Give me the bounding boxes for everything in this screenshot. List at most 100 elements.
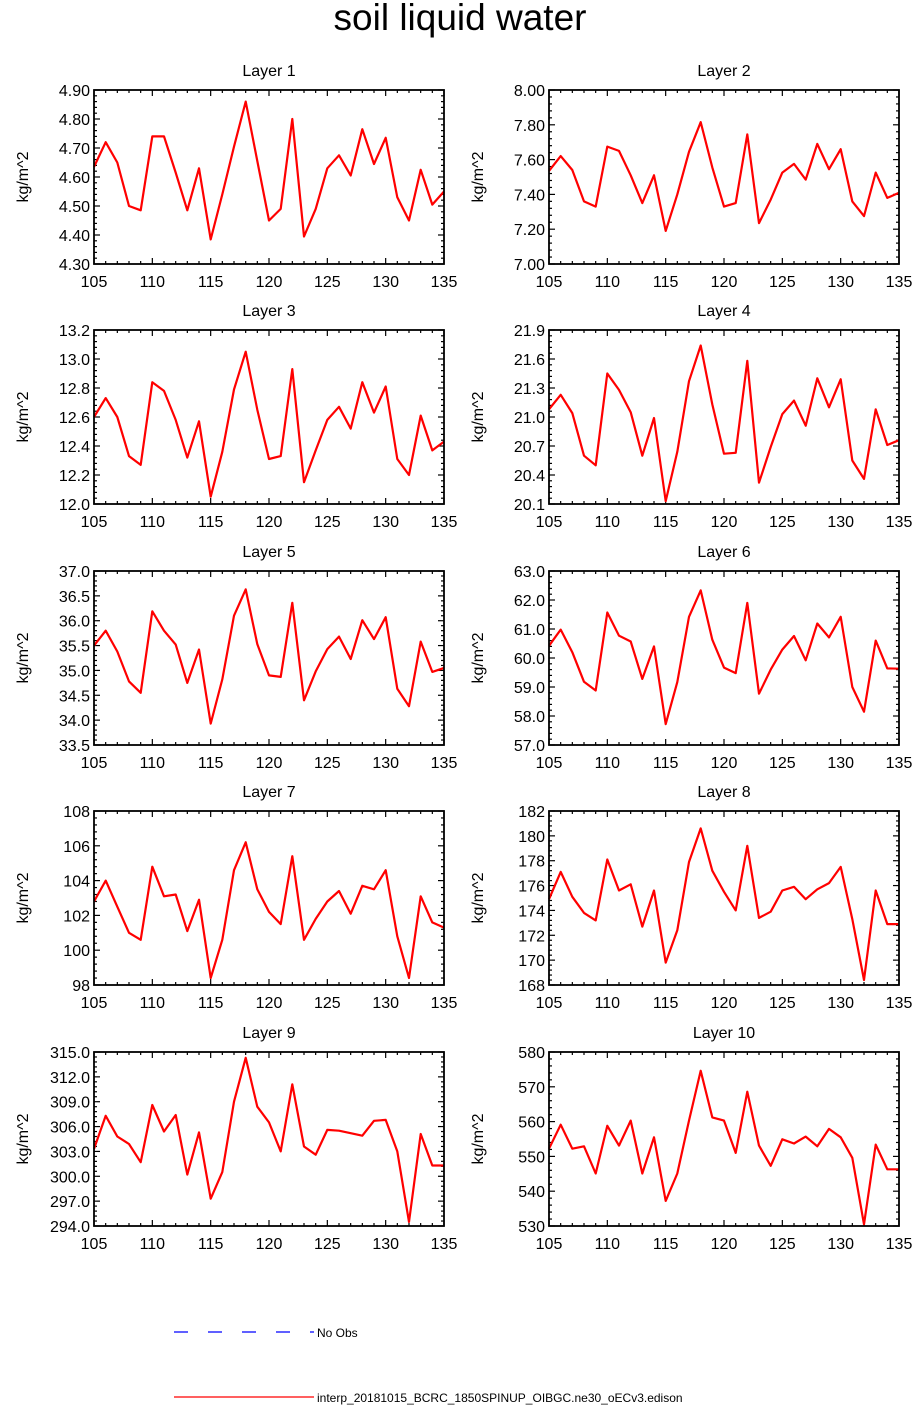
x-tick-label: 135 (886, 274, 912, 291)
x-tick-label: 110 (595, 1236, 621, 1253)
y-tick-label: 21.9 (514, 323, 545, 340)
x-tick-label: 120 (711, 1236, 738, 1253)
y-tick-label: 580 (518, 1045, 545, 1062)
x-tick-label: 120 (256, 755, 283, 772)
y-tick-label: 178 (518, 854, 545, 871)
y-tick-label: 306.0 (50, 1120, 90, 1137)
y-tick-label: 4.40 (59, 228, 90, 245)
plot-frame (93, 89, 445, 265)
y-tick-label: 61.0 (514, 622, 545, 639)
y-tick-label: 303.0 (50, 1144, 90, 1161)
y-tick-label: 62.0 (514, 593, 545, 610)
y-tick-label: 300.0 (50, 1169, 90, 1186)
plot-frame (93, 570, 445, 746)
x-tick-label: 115 (198, 755, 224, 772)
y-tick-label: 35.5 (59, 639, 90, 656)
y-tick-label: 63.0 (514, 564, 545, 581)
x-tick-label: 115 (653, 755, 679, 772)
plot-frame (548, 810, 900, 986)
y-tick-label: 172 (518, 928, 545, 945)
y-axis-label: kg/m^2 (15, 151, 32, 202)
x-tick-label: 135 (431, 755, 458, 772)
x-tick-label: 115 (653, 514, 679, 531)
y-tick-label: 176 (518, 879, 545, 896)
panel-title: Layer 1 (242, 63, 295, 80)
y-tick-label: 540 (518, 1184, 545, 1201)
y-tick-label: 33.5 (59, 738, 90, 755)
y-tick-label: 12.2 (59, 468, 90, 485)
y-tick-label: 297.0 (50, 1194, 90, 1211)
x-tick-label: 105 (536, 514, 563, 531)
x-tick-label: 105 (81, 274, 108, 291)
y-axis-label: kg/m^2 (15, 1113, 32, 1164)
y-tick-label: 21.3 (514, 381, 545, 398)
series-line-model (93, 100, 445, 241)
x-tick-label: 115 (198, 995, 224, 1012)
x-tick-label: 135 (886, 514, 912, 531)
x-tick-label: 105 (536, 274, 563, 291)
panel-title: Layer 5 (242, 544, 295, 561)
y-axis-label: kg/m^2 (470, 391, 487, 442)
y-tick-label: 21.0 (514, 410, 545, 427)
y-tick-label: 170 (518, 953, 545, 970)
y-tick-label: 57.0 (514, 738, 545, 755)
y-tick-label: 4.60 (59, 170, 90, 187)
series-line-model (92, 1056, 444, 1224)
y-tick-label: 12.6 (59, 410, 90, 427)
x-tick-label: 110 (140, 755, 166, 772)
y-axis-label: kg/m^2 (470, 632, 487, 683)
panel-title: Layer 4 (697, 303, 750, 320)
panel-layer-10: Layer 10 kg/m^2 105 110 115 120 125 130 135 530 54… (470, 1025, 912, 1253)
panel-layer-7: Layer 7 kg/m^2 105 110 115 120 125 130 135 98 100 1… (15, 784, 457, 1012)
x-tick-label: 120 (711, 274, 738, 291)
y-tick-label: 174 (518, 903, 545, 920)
y-tick-label: 570 (518, 1080, 545, 1097)
x-tick-label: 115 (653, 995, 679, 1012)
x-tick-label: 105 (536, 755, 563, 772)
panel-title: Layer 10 (693, 1025, 755, 1042)
x-tick-label: 120 (711, 755, 738, 772)
x-tick-label: 135 (431, 274, 458, 291)
y-tick-label: 7.40 (514, 187, 545, 204)
x-tick-label: 115 (198, 514, 224, 531)
y-tick-label: 180 (518, 829, 545, 846)
x-tick-label: 130 (372, 1236, 399, 1253)
plot-frame (93, 810, 445, 986)
series-line-model (548, 121, 900, 232)
x-tick-label: 110 (595, 995, 621, 1012)
panel-title: Layer 7 (242, 784, 295, 801)
x-tick-label: 105 (81, 755, 108, 772)
x-tick-label: 110 (140, 274, 166, 291)
x-tick-label: 115 (653, 1236, 679, 1253)
y-tick-label: 7.60 (514, 153, 545, 170)
y-tick-label: 315.0 (50, 1045, 90, 1062)
panel-layer-5: Layer 5 kg/m^2 105 110 115 120 125 130 135 33.5 34… (15, 544, 457, 772)
legend-label-model: interp_20181015_BCRC_1850SPINUP_OIBGC.ne… (317, 1391, 683, 1405)
x-tick-label: 110 (595, 755, 621, 772)
series-line-model (93, 350, 445, 498)
y-tick-label: 550 (518, 1149, 545, 1166)
x-tick-label: 125 (769, 755, 796, 772)
x-tick-label: 105 (81, 514, 108, 531)
panel-layer-2: Layer 2 kg/m^2 105 110 115 120 125 130 135 7.00 7.… (470, 63, 912, 291)
y-tick-label: 102 (63, 908, 90, 925)
x-tick-label: 110 (140, 995, 166, 1012)
x-tick-label: 120 (256, 514, 283, 531)
series-line-model (548, 589, 900, 726)
x-tick-label: 110 (595, 274, 621, 291)
x-tick-label: 135 (431, 995, 458, 1012)
panels-group: Layer 1 kg/m^2 105 110 115 120 125 130 135 4.30 4.… (15, 63, 912, 1253)
y-tick-label: 20.1 (514, 497, 545, 514)
plot-frame (93, 329, 445, 505)
x-tick-label: 105 (81, 1236, 108, 1253)
y-tick-label: 4.70 (59, 141, 90, 158)
x-tick-label: 120 (256, 995, 283, 1012)
y-tick-label: 34.5 (59, 688, 90, 705)
plot-frame (548, 570, 900, 746)
y-tick-label: 182 (518, 804, 545, 821)
x-tick-label: 130 (827, 755, 854, 772)
y-tick-label: 13.2 (59, 323, 90, 340)
y-tick-label: 4.90 (59, 83, 90, 100)
y-tick-label: 7.00 (514, 257, 545, 274)
